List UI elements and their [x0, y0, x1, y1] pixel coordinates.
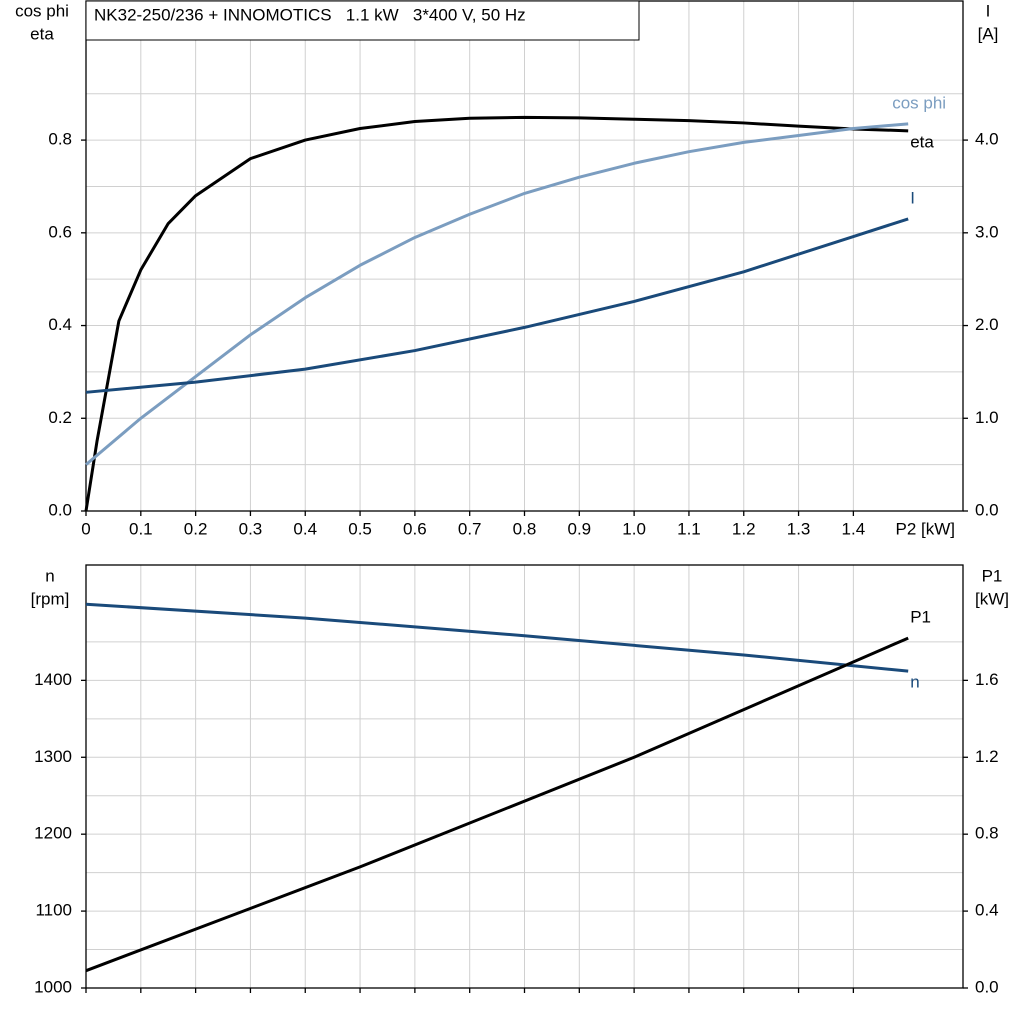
y-axis-label: [rpm] [31, 589, 70, 608]
chart-title: NK32-250/236 + INNOMOTICS 1.1 kW 3*400 V… [94, 5, 526, 24]
x-axis-label: P2 [kW] [895, 519, 955, 538]
series-label: cos phi [892, 93, 946, 112]
x-tick-label: 0.1 [129, 519, 153, 538]
title-box [85, 0, 640, 41]
y-tick-label: 1400 [34, 670, 72, 689]
y2-tick-label: 1.2 [975, 747, 999, 766]
x-tick-label: 0.4 [293, 519, 317, 538]
series-label: I [910, 188, 915, 207]
x-tick-label: 1.0 [622, 519, 646, 538]
series-label: n [910, 673, 919, 692]
y-tick-label: 0.0 [48, 500, 72, 519]
series-label: P1 [910, 608, 931, 627]
y2-tick-label: 2.0 [975, 315, 999, 334]
y-tick-label: 1200 [34, 824, 72, 843]
line-series [84, 115, 909, 512]
y2-tick-label: 0.0 [975, 500, 999, 519]
y2-tick-label: 0.8 [975, 824, 999, 843]
y-axis-label: n [45, 566, 54, 585]
line-series [85, 122, 909, 466]
y-tick-label: 0.8 [48, 130, 72, 149]
series-label: eta [910, 132, 934, 151]
x-tick-label: 0.3 [239, 519, 263, 538]
x-tick-label: 0.8 [513, 519, 537, 538]
plot-frame [85, 564, 964, 989]
y2-axis-label: [A] [978, 24, 999, 43]
line-series [85, 602, 909, 673]
x-tick-label: 1.3 [787, 519, 811, 538]
x-tick-label: 0 [81, 519, 90, 538]
y-tick-label: 1100 [35, 901, 72, 920]
y2-tick-label: 1.6 [975, 670, 999, 689]
x-tick-label: 1.2 [732, 519, 756, 538]
y-axis-label: cos phi [15, 1, 69, 20]
y2-tick-label: 0.4 [975, 901, 999, 920]
x-tick-label: 0.6 [403, 519, 427, 538]
y2-axis-label: P1 [982, 566, 1003, 585]
y-axis-label: eta [30, 24, 54, 43]
y2-tick-label: 0.0 [975, 977, 999, 996]
x-tick-label: 0.2 [184, 519, 208, 538]
y2-tick-label: 3.0 [975, 222, 999, 241]
line-series [85, 217, 909, 394]
y-tick-label: 0.6 [48, 222, 72, 241]
y2-tick-label: 1.0 [975, 408, 999, 427]
y2-tick-label: 4.0 [975, 130, 999, 149]
x-tick-label: 0.9 [567, 519, 591, 538]
x-tick-label: 0.5 [348, 519, 372, 538]
x-tick-label: 1.4 [842, 519, 866, 538]
y2-axis-label: [kW] [975, 589, 1009, 608]
x-tick-label: 1.1 [677, 519, 701, 538]
y-tick-label: 1300 [34, 747, 72, 766]
y2-axis-label: I [986, 1, 991, 20]
y-tick-label: 0.2 [48, 408, 72, 427]
line-series [85, 636, 909, 973]
y-tick-label: 0.4 [48, 315, 72, 334]
y-tick-label: 1000 [34, 977, 72, 996]
x-tick-label: 0.7 [458, 519, 482, 538]
